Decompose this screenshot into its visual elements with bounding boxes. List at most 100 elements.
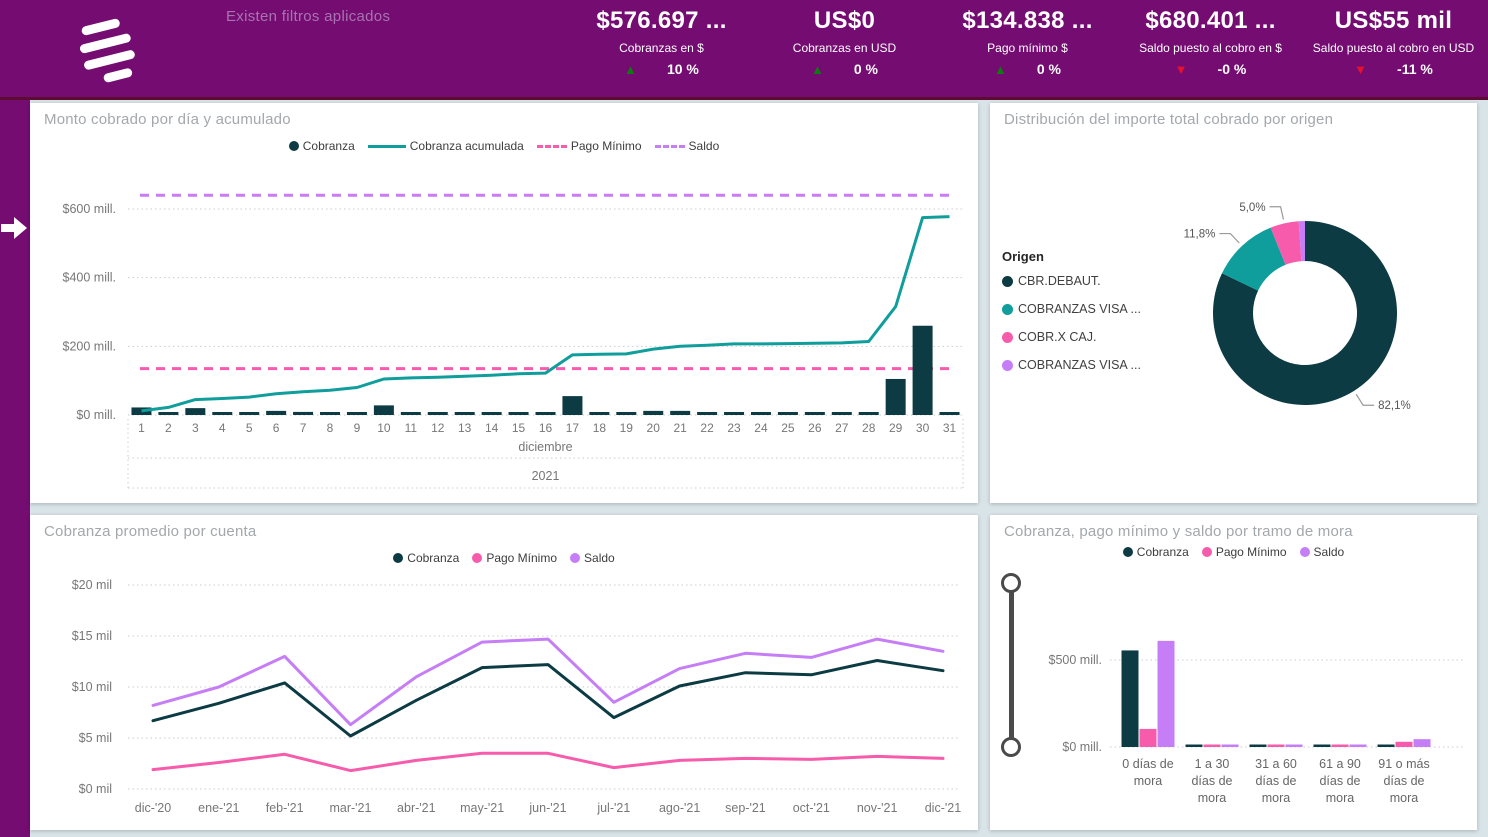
bar[interactable]	[777, 412, 798, 415]
legend-dot-icon	[1002, 275, 1013, 287]
donut-chart: 82,1% 11,8% 5,0%	[1184, 202, 1411, 412]
bar[interactable]	[1185, 744, 1203, 748]
kpi-card[interactable]: US$55 mil Saldo puesto al cobro en USD ▼ -1…	[1302, 7, 1485, 77]
legend-item[interactable]: Saldo	[570, 551, 615, 565]
bar[interactable]	[697, 412, 718, 415]
bar[interactable]	[266, 410, 287, 415]
donut-legend-item[interactable]: CBR.DEBAUT.	[1002, 274, 1141, 288]
bar[interactable]	[293, 411, 314, 415]
bar[interactable]	[1331, 744, 1349, 748]
bar[interactable]	[158, 412, 179, 415]
kpi-card[interactable]: $680.401 ... Saldo puesto al cobro en $ ▼ -…	[1119, 7, 1302, 77]
filters-applied-notice[interactable]: Existen filtros aplicados	[226, 8, 391, 25]
legend-item[interactable]: Cobranza acumulada	[367, 139, 524, 153]
bar[interactable]	[1249, 744, 1267, 748]
legend-item[interactable]: Pago Mínimo	[1201, 545, 1287, 559]
bar[interactable]	[616, 412, 637, 415]
bar[interactable]	[1157, 640, 1175, 747]
expand-panel-arrow-icon[interactable]	[1, 217, 27, 244]
legend-item[interactable]: Cobranza	[393, 551, 459, 565]
x-tick-label: 5	[246, 421, 253, 435]
kpi-card[interactable]: $134.838 ... Pago mínimo $ ▲ 0 %	[936, 7, 1119, 77]
bar[interactable]	[212, 412, 233, 415]
legend-item[interactable]: Pago Mínimo	[472, 551, 557, 565]
x-tick-label: dic-'21	[925, 801, 961, 815]
bar[interactable]	[481, 412, 502, 415]
kpi-value: US$55 mil	[1334, 7, 1453, 34]
legend-item[interactable]: Cobranza	[288, 139, 355, 153]
bar[interactable]	[670, 410, 691, 415]
kpi-card[interactable]: $576.697 ... Cobranzas en $ ▲ 10 %	[570, 7, 753, 77]
legend-dot-icon	[1201, 547, 1212, 557]
panel-distribucion-origen: Distribución del importe total cobrado p…	[990, 103, 1477, 503]
bar[interactable]	[1313, 744, 1331, 748]
donut-slice[interactable]	[1213, 221, 1397, 405]
bar[interactable]	[239, 412, 260, 415]
range-slider-track[interactable]	[1009, 583, 1014, 747]
donut-legend-item[interactable]: COBR.X CAJ.	[1002, 330, 1141, 344]
x-tick-label: 26	[808, 421, 822, 435]
legend-line-icon	[367, 144, 406, 148]
bar[interactable]	[1121, 650, 1139, 747]
bar[interactable]	[1377, 744, 1395, 748]
legend-item[interactable]: Pago Mínimo	[536, 139, 642, 153]
bar[interactable]	[427, 412, 448, 415]
grouped-bar-chart: $0 mill. $500 mill. 0 días de mora 1 a 30 día…	[1049, 640, 1465, 805]
legend-label: Cobranza acumulada	[409, 139, 524, 153]
bar[interactable]	[185, 408, 206, 415]
series-line[interactable]	[151, 637, 945, 727]
bar[interactable]	[1413, 739, 1431, 747]
bar[interactable]	[346, 412, 367, 415]
bar[interactable]	[131, 407, 152, 415]
bar[interactable]	[750, 412, 771, 415]
range-slider-handle-top[interactable]	[1001, 573, 1021, 593]
bar[interactable]	[1139, 728, 1157, 747]
donut-legend-item[interactable]: COBRANZAS VISA ...	[1002, 302, 1141, 316]
brand-logo-icon	[72, 10, 144, 97]
bar[interactable]	[562, 396, 583, 415]
bar[interactable]	[1267, 744, 1285, 748]
series-line[interactable]	[151, 751, 945, 773]
legend-line-icon	[654, 144, 685, 148]
bar[interactable]	[320, 412, 341, 415]
bar[interactable]	[912, 325, 933, 415]
range-slider-handle-bottom[interactable]	[1001, 737, 1021, 757]
range-slider[interactable]	[998, 573, 1026, 757]
bar[interactable]	[724, 412, 745, 415]
legend-label: Cobranza	[407, 551, 460, 565]
legend-item[interactable]: Saldo	[1299, 545, 1344, 559]
bar[interactable]	[831, 412, 852, 415]
series-line[interactable]	[151, 659, 945, 738]
x-tick-label: mora	[1390, 791, 1419, 805]
bar[interactable]	[535, 412, 556, 415]
x-tick-label: 1	[138, 421, 145, 435]
donut-slice[interactable]	[1222, 227, 1286, 291]
donut-slice[interactable]	[1270, 221, 1302, 265]
bar[interactable]	[454, 412, 475, 415]
x-tick-label: 1 a 30	[1195, 757, 1230, 771]
slice-label: 82,1%	[1378, 400, 1411, 412]
bar[interactable]	[643, 410, 664, 415]
bar[interactable]	[885, 378, 906, 415]
bar[interactable]	[804, 412, 825, 415]
legend-item[interactable]: Cobranza	[1122, 545, 1189, 559]
panel-title: Monto cobrado por día y acumulado	[44, 111, 291, 128]
legend-item[interactable]: Saldo	[654, 139, 719, 153]
bar[interactable]	[373, 405, 394, 415]
bar[interactable]	[1395, 741, 1413, 747]
bar[interactable]	[1221, 744, 1239, 748]
kpi-trend-pct: -11 %	[1397, 61, 1433, 77]
bar[interactable]	[508, 412, 529, 415]
kpi-card[interactable]: US$0 Cobranzas en USD ▲ 0 %	[753, 7, 936, 77]
bar[interactable]	[1203, 744, 1221, 748]
bar[interactable]	[400, 412, 421, 415]
bar[interactable]	[858, 412, 879, 415]
bar[interactable]	[1349, 744, 1367, 748]
donut-legend-item[interactable]: COBRANZAS VISA ...	[1002, 358, 1141, 372]
bar[interactable]	[589, 412, 610, 415]
bar[interactable]	[1285, 744, 1303, 748]
trend-line[interactable]	[141, 215, 950, 413]
kpi-value: US$0	[813, 7, 876, 34]
donut-slice[interactable]	[1298, 221, 1305, 262]
bar[interactable]	[939, 412, 960, 415]
